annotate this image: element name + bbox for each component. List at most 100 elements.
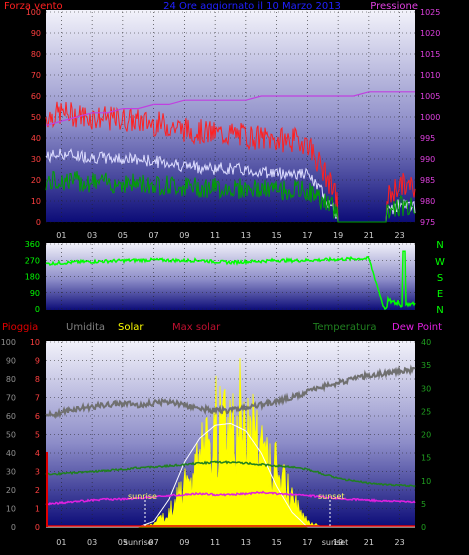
x-tick-label: 13 [241, 231, 251, 240]
axis-tick-label: 70 [31, 71, 41, 80]
compass-e: E [437, 289, 443, 300]
dew-point-label: Dew Point [392, 322, 442, 333]
pressure-line [45, 91, 415, 126]
compass-letters: N W S E N [435, 240, 445, 316]
axis-tick-label: 270 [25, 256, 40, 265]
x-axis-hours-bottom: 01 03 05 07 09 11 13 15 17 19 21 23 sunrise sunset [56, 538, 404, 547]
axis-tick-label: 70 [6, 394, 16, 403]
direction-axis: 360 270 180 90 0 [25, 240, 40, 314]
x-tick-label: 13 [241, 538, 251, 547]
axis-tick-label: 30 [31, 155, 41, 164]
x-tick-label: 21 [364, 231, 374, 240]
axis-tick-label: 180 [25, 273, 40, 282]
humidity-label: Umidita [66, 322, 105, 333]
axis-tick-label: 980 [420, 197, 435, 206]
chart-title: 24 Ore aggiornato il 10 Marzo 2013 [163, 1, 341, 12]
axis-tick-label: 20 [421, 431, 431, 440]
compass-s: S [437, 273, 443, 284]
max-solar-line [46, 422, 415, 528]
axis-tick-label: 10 [31, 197, 41, 206]
pressure-axis: 1025 1020 1015 1010 1005 1000 995 990 985 980 975 [420, 8, 440, 227]
axis-tick-label: 2 [35, 486, 40, 495]
x-tick-label: 09 [179, 538, 189, 547]
axis-tick-label: 4 [35, 449, 40, 458]
x-tick-label: 01 [56, 231, 66, 240]
axis-tick-label: 1000 [420, 113, 440, 122]
direction-grid [46, 243, 415, 310]
axis-tick-label: 1005 [420, 92, 440, 101]
axis-tick-label: 40 [421, 338, 431, 347]
x-tick-label: 05 [118, 231, 128, 240]
axis-tick-label: 1025 [420, 8, 440, 17]
axis-tick-label: 10 [6, 505, 16, 514]
axis-tick-label: 30 [6, 468, 16, 477]
axis-tick-label: 90 [30, 289, 40, 298]
compass-n2: N [436, 305, 443, 316]
axis-tick-label: 60 [6, 412, 16, 421]
axis-tick-label: 0 [421, 523, 426, 532]
x-tick-label: 01 [56, 538, 66, 547]
compass-n: N [436, 240, 443, 251]
x-tick-label: 17 [302, 231, 312, 240]
axis-tick-label: 10 [421, 477, 431, 486]
x-tick-label: 05 [118, 538, 128, 547]
axis-tick-label: 360 [25, 240, 40, 249]
x-tick-label: 03 [87, 538, 97, 547]
x-tick-label: 15 [272, 231, 282, 240]
axis-tick-label: 6 [35, 412, 40, 421]
x-tick-label: 09 [179, 231, 189, 240]
sunrise-label: sunrise [128, 492, 157, 501]
sunset-label: sunset [318, 492, 345, 501]
axis-tick-label: 7 [35, 394, 40, 403]
axis-tick-label: 990 [420, 155, 435, 164]
axis-tick-label: 0 [35, 305, 40, 314]
axis-tick-label: 40 [6, 449, 16, 458]
axis-tick-label: 50 [31, 113, 41, 122]
axis-tick-label: 1 [35, 505, 40, 514]
compass-w: W [435, 257, 445, 268]
x-tick-label: 11 [210, 231, 220, 240]
sunset-axis-label: sunset [322, 538, 349, 547]
axis-tick-label: 0 [35, 523, 40, 532]
axis-tick-label: 3 [35, 468, 40, 477]
solar-label: Solar [118, 322, 144, 333]
axis-tick-label: 5 [421, 500, 426, 509]
axis-tick-label: 985 [420, 176, 435, 185]
axis-tick-label: 20 [31, 176, 41, 185]
rain-label: Pioggia [2, 322, 38, 333]
humidity-line [45, 364, 416, 420]
axis-tick-label: 50 [6, 431, 16, 440]
axis-tick-label: 9 [35, 357, 40, 366]
axis-tick-label: 0 [36, 218, 41, 227]
axis-tick-label: 10 [30, 338, 40, 347]
axis-tick-label: 35 [421, 361, 431, 370]
axis-tick-label: 15 [421, 454, 431, 463]
wind-speed-label: Forza vento [4, 1, 63, 12]
axis-tick-label: 80 [6, 375, 16, 384]
x-tick-label: 19 [333, 538, 343, 547]
axis-tick-label: 90 [6, 357, 16, 366]
wind-average-line [45, 170, 416, 223]
axis-tick-label: 975 [420, 218, 435, 227]
x-tick-label: 23 [395, 538, 405, 547]
temperature-axis: 40 35 30 25 20 15 10 5 0 [421, 338, 431, 532]
temperature-label: Temperatura [312, 322, 377, 333]
x-tick-label: 19 [333, 231, 343, 240]
x-tick-label: 07 [149, 538, 159, 547]
sunrise-axis-label: sunrise [124, 538, 153, 547]
wind-direction-line [45, 250, 416, 311]
axis-tick-label: 25 [421, 407, 431, 416]
temperature-line [45, 460, 416, 488]
axis-tick-label: 90 [31, 29, 41, 38]
x-tick-label: 11 [210, 538, 220, 547]
axis-tick-label: 5 [35, 431, 40, 440]
x-tick-label: 23 [395, 231, 405, 240]
x-tick-label: 17 [302, 538, 312, 547]
x-axis-hours: 01 03 05 07 09 11 13 15 17 19 21 23 [56, 231, 404, 240]
x-tick-label: 21 [364, 538, 374, 547]
axis-tick-label: 20 [6, 486, 16, 495]
